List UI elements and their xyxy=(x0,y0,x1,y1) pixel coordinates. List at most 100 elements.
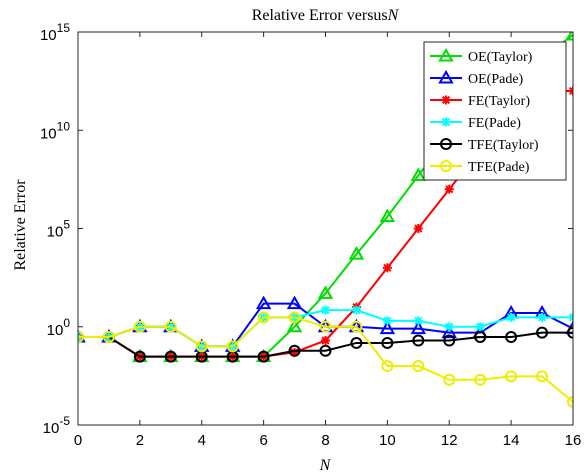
y-tick-label-exponent: 5 xyxy=(63,218,70,232)
y-tick-label-base: 10 xyxy=(47,322,64,339)
data-point-fe-taylor-stroke-d2 xyxy=(568,89,573,96)
y-tick-label-exponent: 10 xyxy=(57,119,71,133)
data-point-tfe-taylor xyxy=(443,334,456,347)
series-tfe-taylor xyxy=(78,326,573,363)
data-point-fe-taylor-stroke-d1 xyxy=(568,86,573,93)
data-point-tfe-pade xyxy=(195,340,208,353)
data-point-oe-pade xyxy=(255,295,272,310)
data-point-tfe-pade xyxy=(133,320,146,333)
legend-marker-stroke-d2 xyxy=(441,95,451,105)
y-tick-label: 105 xyxy=(47,218,71,241)
legend-entry-fe-taylor: FE(Taylor) xyxy=(430,94,530,109)
data-point-oe-taylor xyxy=(379,208,396,223)
data-point-fe-pade xyxy=(321,305,330,315)
x-axis-label: N xyxy=(319,457,332,472)
x-tick-label: 14 xyxy=(503,432,520,449)
y-tick-label-base: 10 xyxy=(40,27,57,44)
x-tick-label: 6 xyxy=(259,432,267,449)
data-point-tfe-pade xyxy=(474,373,487,386)
legend-marker xyxy=(441,95,451,105)
data-point-tfe-taylor xyxy=(350,336,363,349)
x-tick-label: 16 xyxy=(565,432,582,449)
legend-entry-tfe-taylor: TFE(Taylor) xyxy=(430,138,539,153)
legend-entry-fe-pade: FE(Pade) xyxy=(430,116,521,131)
data-point-tfe-taylor xyxy=(536,326,549,339)
data-point-fe-pade xyxy=(382,316,392,326)
data-point-fe-taylor-stroke-d2 xyxy=(321,336,330,345)
data-point-fe-taylor-stroke-d2 xyxy=(383,263,392,272)
data-point-tfe-pade xyxy=(102,331,115,344)
data-point-fe-pade-stroke-d2 xyxy=(445,322,454,331)
y-tick-label: 1010 xyxy=(40,119,70,142)
y-tick-label-exponent: 15 xyxy=(57,21,71,35)
data-point-tfe-taylor xyxy=(505,331,518,344)
data-point-oe-pade xyxy=(379,320,396,335)
data-point-fe-taylor-stroke-d2 xyxy=(445,185,454,194)
series-fe-pade xyxy=(78,305,573,351)
x-tick-label: 12 xyxy=(441,432,458,449)
data-point-tfe-pade xyxy=(78,331,84,344)
legend-marker xyxy=(441,117,451,127)
legend-marker xyxy=(440,138,452,150)
data-point-fe-pade-stroke-d2 xyxy=(507,313,516,322)
chart-title-variable: N xyxy=(387,7,400,24)
data-point-fe-pade xyxy=(475,322,485,332)
data-point-tfe-pade xyxy=(381,360,394,373)
data-point-tfe-pade xyxy=(164,320,177,333)
legend-box xyxy=(423,41,567,181)
data-point-tfe-taylor xyxy=(567,326,573,339)
legend-marker xyxy=(440,160,452,172)
data-point-fe-pade xyxy=(444,322,454,332)
legend-entry-tfe-pade: TFE(Pade) xyxy=(430,160,530,175)
y-tick-label-exponent: 0 xyxy=(63,316,70,330)
legend-entry-oe-pade: OE(Pade) xyxy=(430,69,524,87)
data-point-tfe-taylor xyxy=(474,331,487,344)
series-layer xyxy=(78,32,573,408)
series-line-tfe-taylor xyxy=(78,331,573,358)
data-point-oe-taylor xyxy=(410,167,427,181)
data-point-fe-pade-stroke-d2 xyxy=(321,306,330,315)
data-point-fe-pade-stroke-d2 xyxy=(78,332,83,339)
data-point-tfe-pade xyxy=(257,311,270,324)
data-point-tfe-taylor xyxy=(133,350,146,363)
data-point-fe-pade-stroke-d2 xyxy=(352,306,361,315)
legend-label: FE(Pade) xyxy=(468,116,521,131)
y-tick-label: 1015 xyxy=(40,21,70,44)
chart-title: Relative Error versusN xyxy=(252,7,400,24)
data-point-tfe-pade xyxy=(350,320,363,333)
data-point-fe-taylor xyxy=(568,86,573,96)
legend-marker xyxy=(438,47,454,62)
y-tick-label-base: 10 xyxy=(40,125,57,142)
data-point-oe-pade xyxy=(441,324,457,339)
data-point-oe-pade xyxy=(286,295,303,310)
data-point-fe-pade-stroke-d2 xyxy=(568,315,573,322)
legend-label: OE(Taylor) xyxy=(468,50,533,65)
data-point-tfe-taylor xyxy=(288,344,301,357)
data-point-oe-pade xyxy=(410,320,427,335)
legend-entry-oe-taylor: OE(Taylor) xyxy=(430,47,533,65)
data-point-oe-taylor xyxy=(565,32,573,41)
data-point-fe-pade-stroke-d1 xyxy=(568,313,573,319)
data-point-tfe-taylor xyxy=(412,334,425,347)
series-tfe-pade xyxy=(78,311,573,408)
data-point-fe-pade xyxy=(506,312,516,322)
data-point-tfe-taylor xyxy=(381,336,394,349)
data-point-fe-pade-stroke-d2 xyxy=(476,322,485,331)
data-point-fe-pade-stroke-d2 xyxy=(414,316,423,325)
data-point-fe-taylor-stroke-d2 xyxy=(414,224,423,233)
legend-label: OE(Pade) xyxy=(468,72,524,87)
series-line-tfe-pade xyxy=(78,316,573,403)
data-point-tfe-pade xyxy=(319,320,332,333)
y-tick-label: 10-5 xyxy=(43,414,71,437)
data-point-tfe-pade xyxy=(443,373,456,386)
data-point-fe-pade-stroke-d2 xyxy=(537,313,547,322)
y-tick-label-base: 10 xyxy=(43,420,60,437)
chart-title-text: Relative Error versus xyxy=(252,7,388,24)
data-point-tfe-pade xyxy=(536,370,549,383)
data-point-tfe-pade xyxy=(412,360,425,373)
x-tick-label: 4 xyxy=(198,432,206,449)
y-tick-label: 100 xyxy=(47,316,71,339)
